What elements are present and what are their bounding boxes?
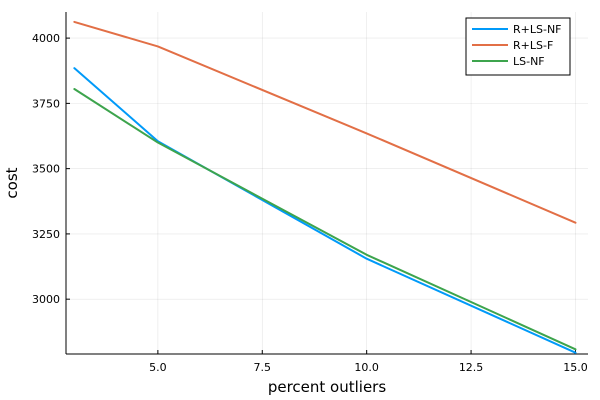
x-tick-label: 7.5 [254,361,272,374]
x-tick-label: 10.0 [354,361,379,374]
series-line-r-ls-f [73,20,577,224]
y-axis-title: cost [3,167,21,198]
x-tick-label: 5.0 [149,361,167,374]
legend-label: LS-NF [513,55,545,68]
legend-box [465,17,571,76]
series-line-r-ls-nf [73,67,577,354]
x-tick-label: 15.0 [563,361,588,374]
y-tick-label: 3250 [32,228,60,241]
axes [65,12,588,355]
y-tick-label: 3000 [32,293,60,306]
x-tick-label: 12.5 [459,361,484,374]
series-line-ls-nf [73,88,577,351]
legend-label: R+LS-F [513,39,553,52]
series-lines [73,20,577,354]
y-tick-label: 3500 [32,163,60,176]
y-tick-label: 3750 [32,97,60,110]
legend-label: R+LS-NF [513,23,562,36]
y-tick-label: 4000 [32,32,60,45]
x-axis-title: percent outliers [268,378,387,396]
y-tick-labels: 3000 3250 3500 3750 4000 [32,32,70,306]
legend: R+LS-NF R+LS-F LS-NF [465,17,571,76]
